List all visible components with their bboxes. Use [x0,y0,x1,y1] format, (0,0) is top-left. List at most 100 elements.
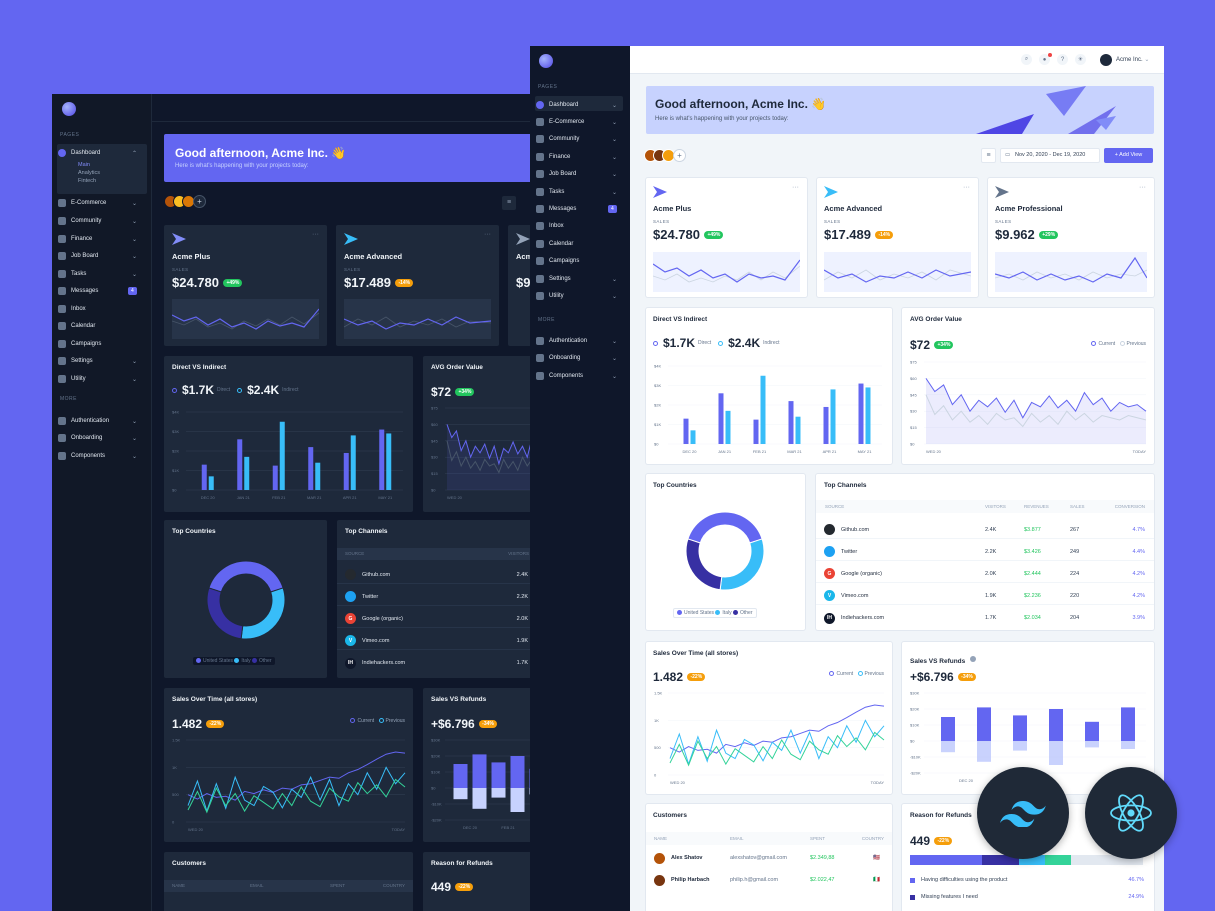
donut-slice-other [206,587,244,640]
table-row[interactable]: IH Indiehackers.com 1.7K [337,654,530,672]
direct-indirect-chart: $0 $1K $2K $3K $4K DEC 20 JAN 21 FEB 21 MAR 21 AP… [654,364,882,454]
welcome-subtitle: Here is what's happening with your proje… [175,163,309,169]
account-name[interactable]: Acme Inc. ⌄ [1116,57,1150,63]
theme-toggle-icon[interactable]: ☀ [1075,54,1086,65]
sidebar-item-campaigns[interactable]: Campaigns [536,255,620,267]
sidebar-item-community[interactable]: Community ⌄ [58,215,142,227]
sidebar-item-calendar[interactable]: Calendar [536,238,620,250]
info-icon[interactable] [969,655,976,662]
sidebar-item-community[interactable]: Community ⌄ [536,133,620,145]
legend-other[interactable]: Other [251,658,272,664]
delta-badge: -34% [958,672,976,681]
sidebar-item-job-board[interactable]: Job Board ⌄ [58,250,142,262]
more-menu-icon[interactable]: ··· [1139,184,1146,191]
legend-italy[interactable]: Italy [234,658,251,664]
account-avatar[interactable] [1100,54,1112,66]
sidebar-item-finance[interactable]: Finance ⌄ [536,151,620,163]
more-menu-icon[interactable]: ··· [963,184,970,191]
header-conversion: CONVERSION [1114,504,1145,509]
sidebar-item-campaigns[interactable]: Campaigns [58,338,142,350]
more-menu-icon[interactable]: ··· [792,184,799,191]
submenu-main[interactable]: Main [78,162,90,168]
table-row[interactable]: IH Indiehackers.com 1.7K $2.034 204 3.9% [816,609,1154,627]
legend-current[interactable]: Current [836,671,854,677]
finance-icon [536,153,544,161]
sidebar-item-utility[interactable]: Utility ⌄ [536,290,620,302]
legend-united-states[interactable]: United States [196,658,233,664]
legend-previous[interactable]: Previous [1126,341,1146,347]
sidebar-item-onboarding[interactable]: Onboarding ⌄ [536,352,620,364]
x-tick-label: JAN 21 [718,449,732,454]
legend-italy[interactable]: Italy [715,610,732,616]
sidebar-item-authentication[interactable]: Authentication ⌄ [58,415,142,427]
sidebar-item-utility[interactable]: Utility ⌄ [58,373,142,385]
reasons-value: 449 [910,834,931,848]
table-row[interactable]: G Google (organic) 2.0K $2.444 224 4.2% [816,565,1154,583]
plan-logo-icon [344,233,358,245]
y-tick-label: $30 [431,455,438,460]
help-icon[interactable]: ? [1057,54,1068,65]
sidebar-item-e-commerce[interactable]: E-Commerce ⌄ [58,197,142,209]
table-row[interactable]: Alex Shatov alexshatov@gmail.com $2.349,88… [646,849,892,867]
plan-label: SALES [824,219,841,224]
logo-icon[interactable] [539,54,553,68]
legend-other[interactable]: Other [732,610,753,616]
sidebar-item-inbox[interactable]: Inbox [536,220,620,232]
sidebar-item-dashboard[interactable]: Dashboard ⌄ [536,99,620,111]
reasons-stacked-bar [910,855,1143,865]
bar-sales [1049,709,1063,741]
legend-current[interactable]: Current [1098,341,1116,347]
table-row[interactable]: Github.com 2.4K [337,566,530,584]
submenu-fintech[interactable]: Fintech [78,178,97,184]
table-row[interactable]: V Vimeo.com 1.9K [337,632,530,650]
add-view-button[interactable]: + Add View [1104,148,1153,163]
add-avatar-icon[interactable]: + [193,195,206,208]
sidebar-item-settings[interactable]: Settings ⌄ [536,273,620,285]
add-avatar-icon[interactable]: + [673,149,686,162]
legend-previous[interactable]: Previous [864,671,884,677]
sidebar-item-e-commerce[interactable]: E-Commerce ⌄ [536,116,620,128]
sidebar-item-dashboard[interactable]: Dashboard ⌃ [58,147,142,159]
sidebar-item-finance[interactable]: Finance ⌄ [58,233,142,245]
more-menu-icon[interactable]: ··· [312,231,319,238]
legend-previous[interactable]: Previous [385,718,405,724]
sidebar-item-messages[interactable]: Messages 4 [58,285,142,297]
messages-icon [58,287,66,295]
table-row[interactable]: Github.com 2.4K $3.877 267 4.7% [816,521,1154,539]
table-row[interactable]: Philip Harbach philip.h@gmail.com $2.022,4… [646,871,892,889]
sidebar-item-calendar[interactable]: Calendar [58,320,142,332]
table-row[interactable]: V Vimeo.com 1.9K $2.236 220 4.2% [816,587,1154,605]
sidebar-item-components[interactable]: Components ⌄ [58,450,142,462]
date-range-picker[interactable]: ▭ Nov 20, 2020 - Dec 19, 2020 [1000,148,1100,163]
table-row[interactable]: G Google (organic) 2.0K [337,610,530,628]
sidebar-item-components[interactable]: Components ⌄ [536,370,620,382]
filter-icon[interactable]: ≡ [502,196,516,210]
sidebar-item-settings[interactable]: Settings ⌄ [58,355,142,367]
customers-header: NAME EMAIL SPENT COUNTRY [646,832,892,845]
notifications-icon[interactable]: ● [1039,54,1050,65]
table-row[interactable]: Twitter 2.2K $3.426 249 4.4% [816,543,1154,561]
sidebar-item-tasks[interactable]: Tasks ⌄ [536,186,620,198]
sidebar-item-onboarding[interactable]: Onboarding ⌄ [58,432,142,444]
plan-card-acme-plus: ··· Acme Plus SALES $24.780 +49% [164,225,327,346]
sidebar-item-messages[interactable]: Messages 4 [536,203,620,215]
job-board-icon [58,252,66,260]
legend-current[interactable]: Current [357,718,375,724]
y-tick-label: 0 [172,820,175,825]
bar-indirect [315,462,321,490]
more-menu-icon[interactable]: ··· [484,231,491,238]
submenu-analytics[interactable]: Analytics [78,170,101,176]
legend-united-states[interactable]: United States [677,610,714,616]
top-countries-card: Top Countries United States Italy Other [646,474,805,630]
sidebar-item-job-board[interactable]: Job Board ⌄ [536,168,620,180]
logo-icon[interactable] [62,102,76,116]
top-countries-card: Top Countries United States Italy Other [164,520,327,678]
search-icon[interactable]: ⌕ [1021,54,1032,65]
table-row[interactable]: Twitter 2.2K [337,588,530,606]
y-tick-label: 500 [654,745,661,750]
sidebar-item-tasks[interactable]: Tasks ⌄ [58,268,142,280]
sidebar-item-inbox[interactable]: Inbox [58,303,142,315]
sidebar-item-authentication[interactable]: Authentication ⌄ [536,335,620,347]
y-tick-label: $0 [910,442,915,447]
filter-icon[interactable]: ≡ [981,148,996,163]
